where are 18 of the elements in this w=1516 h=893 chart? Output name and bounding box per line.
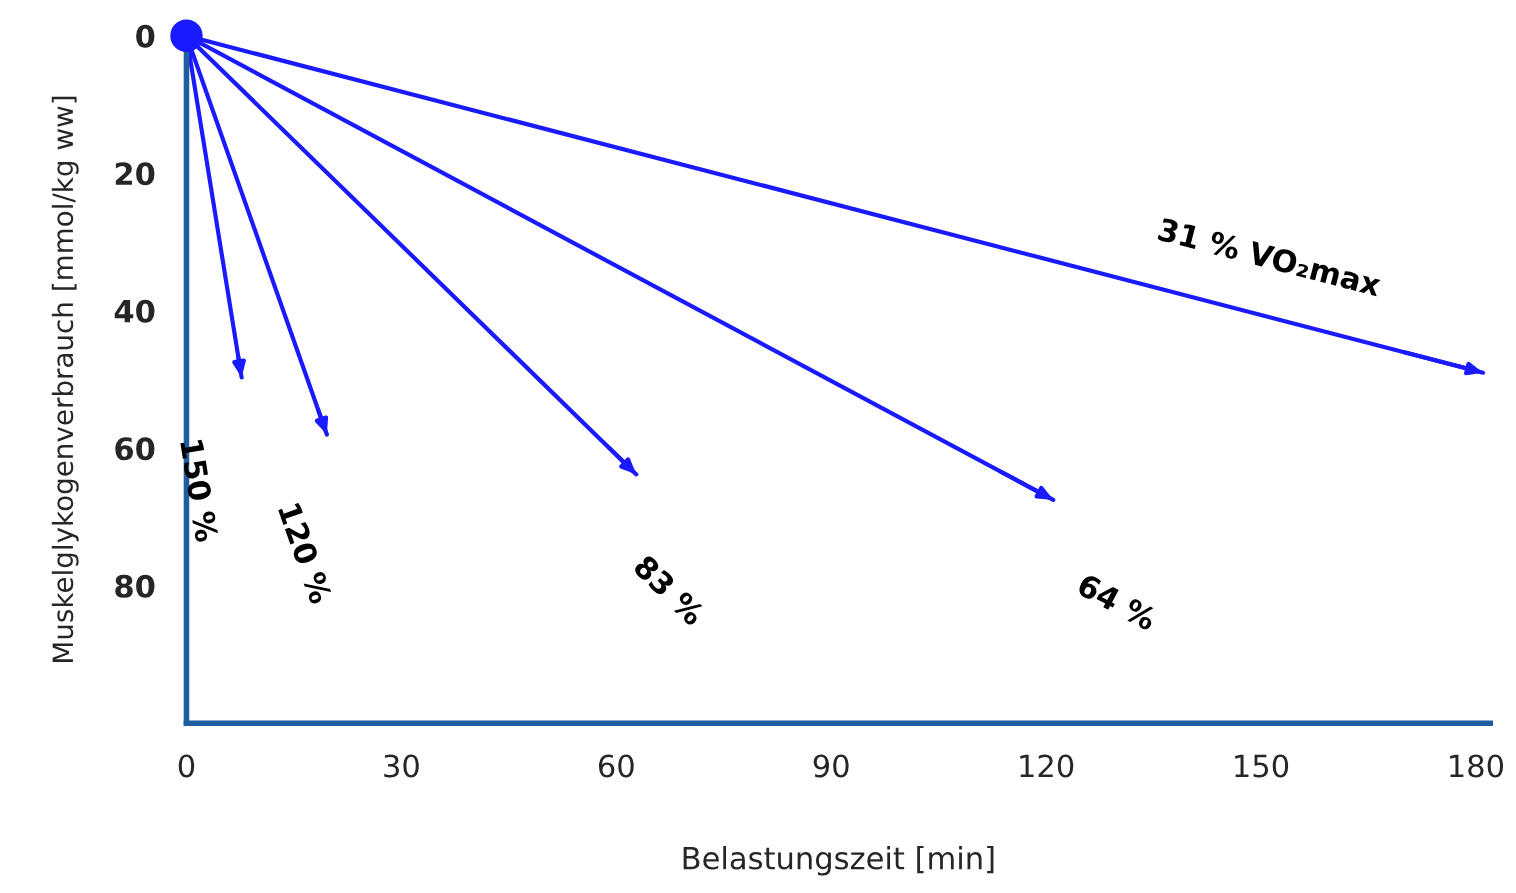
- y-axis-title: Muskelglykogenverbrauch [mmol/kg ww]: [51, 96, 79, 662]
- y-tick-label: 0: [136, 24, 155, 48]
- x-tick-label: 30: [384, 754, 419, 778]
- text: 83 %: [632, 553, 707, 627]
- text: 64 %: [1076, 572, 1159, 632]
- x-tick-label: 60: [598, 754, 634, 778]
- y-tick-label: 60: [115, 437, 155, 461]
- x-tick-label: 180: [1450, 754, 1504, 778]
- x-tick-label: 0: [178, 754, 195, 778]
- text: 120 %: [277, 502, 334, 606]
- y-tick-label: 20: [115, 162, 155, 186]
- x-tick-label: 120: [1020, 754, 1074, 778]
- y-tick-label: 40: [114, 299, 155, 323]
- x-axis-title: Belastungszeit [min]: [683, 845, 994, 876]
- y-tick-label: 80: [115, 574, 155, 598]
- x-tick-label: 90: [813, 754, 849, 778]
- text: 150 %: [179, 439, 219, 543]
- x-tick-label: 150: [1235, 754, 1289, 778]
